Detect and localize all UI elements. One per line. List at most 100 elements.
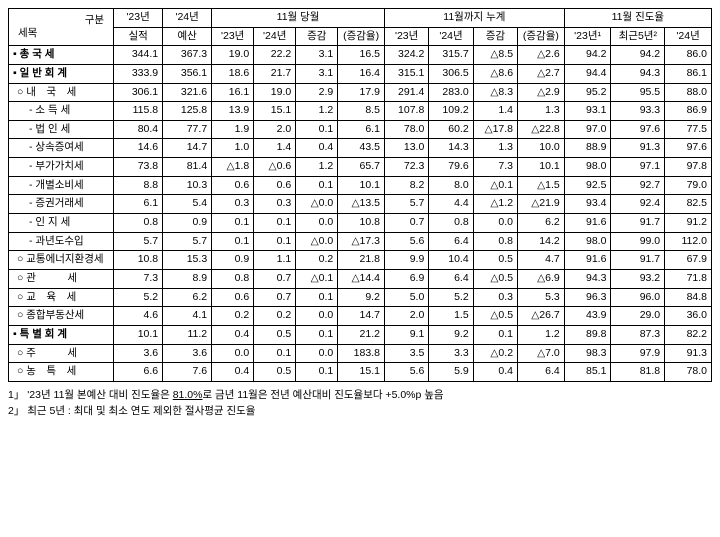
cell-value: △0.6 bbox=[254, 158, 296, 177]
cell-value: △0.5 bbox=[473, 307, 517, 326]
row-label: - 과년도수입 bbox=[9, 232, 114, 251]
cell-value: △8.6 bbox=[473, 64, 517, 83]
row-label: ○ 교통에너지환경세 bbox=[9, 251, 114, 270]
cell-value: 367.3 bbox=[163, 46, 212, 65]
cell-value: 77.5 bbox=[665, 120, 712, 139]
cell-value: 94.3 bbox=[611, 64, 665, 83]
cell-value: 7.6 bbox=[163, 363, 212, 382]
row-label: ▪ 일 반 회 계 bbox=[9, 64, 114, 83]
cell-value: 1.4 bbox=[254, 139, 296, 158]
cell-value: 0.0 bbox=[296, 307, 338, 326]
cell-value: 82.2 bbox=[665, 325, 712, 344]
row-label: ▪ 특 별 회 계 bbox=[9, 325, 114, 344]
cell-value: 356.1 bbox=[163, 64, 212, 83]
header-y24: '24년 bbox=[163, 9, 212, 28]
cell-value: 88.0 bbox=[665, 83, 712, 102]
cell-value: 0.9 bbox=[163, 214, 212, 233]
cell-value: △2.7 bbox=[518, 64, 565, 83]
row-label: ○ 종합부동산세 bbox=[9, 307, 114, 326]
cell-value: 0.1 bbox=[296, 120, 338, 139]
header-category: 구분 세목 bbox=[9, 9, 114, 46]
table-row: ○ 교통에너지환경세10.815.30.91.10.221.89.910.40.… bbox=[9, 251, 712, 270]
cell-value: 3.6 bbox=[163, 344, 212, 363]
cell-value: 0.9 bbox=[212, 251, 254, 270]
cell-value: 10.1 bbox=[518, 158, 565, 177]
cell-value: 14.2 bbox=[518, 232, 565, 251]
row-label: - 증권거래세 bbox=[9, 195, 114, 214]
cell-value: 79.0 bbox=[665, 176, 712, 195]
cell-value: 10.8 bbox=[338, 214, 385, 233]
row-label: - 상속증여세 bbox=[9, 139, 114, 158]
cell-value: 125.8 bbox=[163, 102, 212, 121]
table-row: - 상속증여세14.614.71.01.40.443.513.014.31.31… bbox=[9, 139, 712, 158]
cell-value: 78.0 bbox=[665, 363, 712, 382]
cell-value: 0.3 bbox=[212, 195, 254, 214]
cell-value: △0.1 bbox=[296, 269, 338, 288]
cell-value: 18.6 bbox=[212, 64, 254, 83]
cell-value: 0.0 bbox=[296, 214, 338, 233]
cell-value: 3.3 bbox=[429, 344, 473, 363]
cell-value: 19.0 bbox=[254, 83, 296, 102]
cell-value: △1.2 bbox=[473, 195, 517, 214]
cell-value: 67.9 bbox=[665, 251, 712, 270]
table-row: ○ 주 세3.63.60.00.10.0183.83.53.3△0.2△7.09… bbox=[9, 344, 712, 363]
table-row: - 증권거래세6.15.40.30.3△0.0△13.55.74.4△1.2△2… bbox=[9, 195, 712, 214]
cell-value: 0.1 bbox=[473, 325, 517, 344]
cell-value: 6.1 bbox=[338, 120, 385, 139]
cell-value: 16.1 bbox=[212, 83, 254, 102]
cell-value: 0.8 bbox=[114, 214, 163, 233]
cell-value: 8.5 bbox=[338, 102, 385, 121]
table-row: - 인 지 세0.80.90.10.10.010.80.70.80.06.291… bbox=[9, 214, 712, 233]
cell-value: 85.1 bbox=[564, 363, 611, 382]
cell-value: 5.6 bbox=[384, 232, 428, 251]
cell-value: 92.5 bbox=[564, 176, 611, 195]
cell-value: 0.0 bbox=[296, 344, 338, 363]
cell-value: 8.8 bbox=[114, 176, 163, 195]
cell-value: 94.4 bbox=[564, 64, 611, 83]
row-label: - 개별소비세 bbox=[9, 176, 114, 195]
cell-value: △26.7 bbox=[518, 307, 565, 326]
cell-value: 91.7 bbox=[611, 251, 665, 270]
cell-value: 91.7 bbox=[611, 214, 665, 233]
cell-value: 29.0 bbox=[611, 307, 665, 326]
cell-value: 2.9 bbox=[296, 83, 338, 102]
cell-value: 112.0 bbox=[665, 232, 712, 251]
cell-value: 107.8 bbox=[384, 102, 428, 121]
row-label: ▪ 총 국 세 bbox=[9, 46, 114, 65]
cell-value: 5.4 bbox=[163, 195, 212, 214]
cell-value: 98.3 bbox=[564, 344, 611, 363]
cell-value: 1.3 bbox=[473, 139, 517, 158]
table-row: ○ 종합부동산세4.64.10.20.20.014.72.01.5△0.5△26… bbox=[9, 307, 712, 326]
cell-value: 97.0 bbox=[564, 120, 611, 139]
cell-value: 6.1 bbox=[114, 195, 163, 214]
cell-value: △2.9 bbox=[518, 83, 565, 102]
cell-value: 0.5 bbox=[473, 251, 517, 270]
footnotes: 1」 '23년 11월 본예산 대비 진도율은 81.0%로 금년 11월은 전… bbox=[8, 388, 712, 420]
cell-value: 3.6 bbox=[114, 344, 163, 363]
header-m-rate: (증감율) bbox=[338, 27, 385, 46]
cell-value: 86.0 bbox=[665, 46, 712, 65]
cell-value: 97.6 bbox=[665, 139, 712, 158]
cell-value: 306.5 bbox=[429, 64, 473, 83]
cell-value: 13.0 bbox=[384, 139, 428, 158]
row-label: - 소 득 세 bbox=[9, 102, 114, 121]
cell-value: 0.8 bbox=[473, 232, 517, 251]
cell-value: 5.7 bbox=[384, 195, 428, 214]
cell-value: 1.0 bbox=[212, 139, 254, 158]
cell-value: △8.3 bbox=[473, 83, 517, 102]
cell-value: 6.4 bbox=[429, 232, 473, 251]
cell-value: 6.9 bbox=[384, 269, 428, 288]
cell-value: △0.1 bbox=[473, 176, 517, 195]
cell-value: △2.6 bbox=[518, 46, 565, 65]
header-c-rate: (증감율) bbox=[518, 27, 565, 46]
table-row: ▪ 특 별 회 계10.111.20.40.50.121.29.19.20.11… bbox=[9, 325, 712, 344]
cell-value: 95.2 bbox=[564, 83, 611, 102]
cell-value: 6.2 bbox=[163, 288, 212, 307]
cell-value: 315.7 bbox=[429, 46, 473, 65]
cell-value: 94.2 bbox=[564, 46, 611, 65]
cell-value: 0.1 bbox=[254, 232, 296, 251]
cell-value: 43.9 bbox=[564, 307, 611, 326]
cell-value: 10.1 bbox=[338, 176, 385, 195]
cell-value: △1.5 bbox=[518, 176, 565, 195]
cell-value: 94.3 bbox=[564, 269, 611, 288]
